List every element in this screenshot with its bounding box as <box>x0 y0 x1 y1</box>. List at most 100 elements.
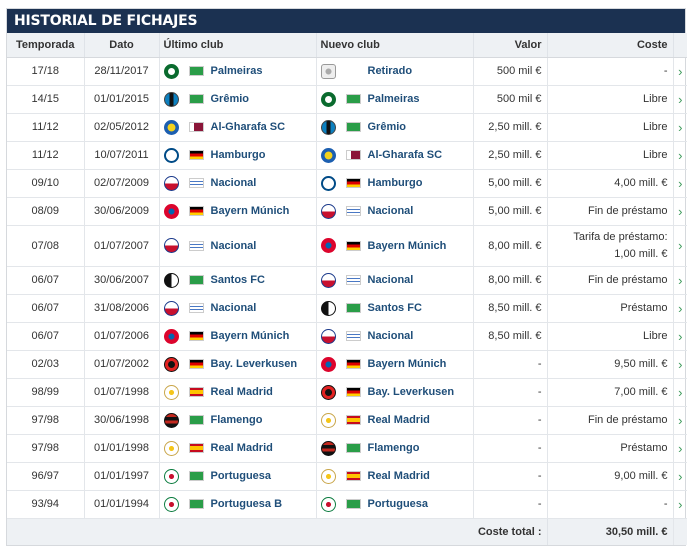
bayern-crest-icon[interactable] <box>320 238 336 253</box>
palmeiras-crest-icon[interactable] <box>320 91 336 107</box>
row-arrow-icon[interactable]: › <box>673 196 687 225</box>
to-club-link[interactable]: Grêmio <box>367 121 407 133</box>
row-arrow-icon[interactable]: › <box>673 321 687 350</box>
row-arrow-icon[interactable]: › <box>673 405 687 434</box>
from-club-link[interactable]: Real Madrid <box>210 442 273 454</box>
flamengo-crest-icon[interactable] <box>163 412 179 428</box>
from-club-link[interactable]: Nacional <box>210 302 257 314</box>
row-arrow-icon[interactable]: › <box>673 377 687 406</box>
from-club-link[interactable]: Portuguesa B <box>210 498 283 510</box>
table-row[interactable]: 14/15 01/01/2015 Grêmio Palmeiras 500 mi… <box>7 84 687 113</box>
table-row[interactable]: 07/08 01/07/2007 Nacional Bayern Múnich … <box>7 224 687 266</box>
row-arrow-icon[interactable]: › <box>673 349 687 378</box>
to-club-link[interactable]: Portuguesa <box>367 498 429 510</box>
nacional-crest-icon[interactable] <box>163 300 179 316</box>
leverkusen-crest-icon[interactable] <box>320 384 336 400</box>
table-row[interactable]: 09/10 02/07/2009 Nacional Hamburgo 5,00 … <box>7 168 687 197</box>
from-club-link[interactable]: Grêmio <box>210 93 250 105</box>
row-arrow-icon[interactable]: › <box>673 168 687 197</box>
row-arrow-icon[interactable]: › <box>673 489 687 518</box>
from-club-link[interactable]: Palmeiras <box>210 65 263 77</box>
row-arrow-icon[interactable]: › <box>673 56 687 85</box>
brazil-flag-icon <box>345 443 361 453</box>
table-row[interactable]: 17/18 28/11/2017 Palmeiras Retirado 500 … <box>7 56 687 85</box>
to-club-link[interactable]: Santos FC <box>367 302 422 314</box>
row-arrow-icon[interactable]: › <box>673 84 687 113</box>
table-row[interactable]: 98/99 01/07/1998 Real Madrid Bay. Leverk… <box>7 377 687 406</box>
santos-crest-icon[interactable] <box>163 272 179 288</box>
nacional-crest-icon[interactable] <box>163 175 179 191</box>
to-club-link[interactable]: Real Madrid <box>367 470 430 482</box>
fee-cell: Fin de préstamo <box>547 405 674 434</box>
to-club-link[interactable]: Bayern Múnich <box>367 358 447 370</box>
uruguay-flag-icon <box>345 206 361 216</box>
palmeiras-crest-icon[interactable] <box>163 63 179 79</box>
portuguesa-crest-icon[interactable] <box>163 496 179 512</box>
hamburgo-crest-icon[interactable] <box>163 147 179 163</box>
bayern-crest-icon[interactable] <box>163 328 179 344</box>
from-club-link[interactable]: Nacional <box>210 177 257 189</box>
row-arrow-icon[interactable]: › <box>673 112 687 141</box>
real-madrid-crest-icon[interactable] <box>320 412 336 428</box>
nacional-crest-icon[interactable] <box>163 238 179 253</box>
bayern-crest-icon[interactable] <box>320 356 336 372</box>
row-arrow-icon[interactable]: › <box>673 461 687 490</box>
from-club-link[interactable]: Hamburgo <box>210 149 266 161</box>
to-club-link[interactable]: Flamengo <box>367 442 420 454</box>
santos-crest-icon[interactable] <box>320 300 336 316</box>
from-club-link[interactable]: Santos FC <box>210 274 265 286</box>
gremio-crest-icon[interactable] <box>163 91 179 107</box>
table-row[interactable]: 93/94 01/01/1994 Portuguesa B Portuguesa… <box>7 489 687 518</box>
retired-icon[interactable] <box>320 63 336 79</box>
row-arrow-icon[interactable]: › <box>673 140 687 169</box>
real-madrid-crest-icon[interactable] <box>163 384 179 400</box>
to-club-link[interactable]: Palmeiras <box>367 93 420 105</box>
row-arrow-icon[interactable]: › <box>673 293 687 322</box>
bayern-crest-icon[interactable] <box>163 203 179 219</box>
nacional-crest-icon[interactable] <box>320 203 336 219</box>
al-gharafa-crest-icon[interactable] <box>320 147 336 163</box>
leverkusen-crest-icon[interactable] <box>163 356 179 372</box>
from-club-link[interactable]: Portuguesa <box>210 470 272 482</box>
flamengo-crest-icon[interactable] <box>320 440 336 456</box>
portuguesa-crest-icon[interactable] <box>320 496 336 512</box>
table-row[interactable]: 06/07 31/08/2006 Nacional Santos FC 8,50… <box>7 293 687 322</box>
table-row[interactable]: 08/09 30/06/2009 Bayern Múnich Nacional … <box>7 196 687 225</box>
table-row[interactable]: 97/98 30/06/1998 Flamengo Real Madrid - … <box>7 405 687 434</box>
table-row[interactable]: 96/97 01/01/1997 Portuguesa Real Madrid … <box>7 461 687 490</box>
al-gharafa-crest-icon[interactable] <box>163 119 179 135</box>
real-madrid-crest-icon[interactable] <box>320 468 336 484</box>
from-club-link[interactable]: Bay. Leverkusen <box>210 358 298 370</box>
to-club-link[interactable]: Bay. Leverkusen <box>367 386 455 398</box>
portuguesa-crest-icon[interactable] <box>163 468 179 484</box>
from-club-link[interactable]: Bayern Múnich <box>210 205 290 217</box>
table-row[interactable]: 06/07 30/06/2007 Santos FC Nacional 8,00… <box>7 265 687 294</box>
table-row[interactable]: 97/98 01/01/1998 Real Madrid Flamengo - … <box>7 433 687 462</box>
table-row[interactable]: 02/03 01/07/2002 Bay. Leverkusen Bayern … <box>7 349 687 378</box>
from-club-link[interactable]: Flamengo <box>210 414 263 426</box>
table-row[interactable]: 11/12 02/05/2012 Al-Gharafa SC Grêmio 2,… <box>7 112 687 141</box>
from-club-link[interactable]: Nacional <box>210 239 257 252</box>
to-club-link[interactable]: Bayern Múnich <box>367 239 447 252</box>
from-club-link[interactable]: Al-Gharafa SC <box>210 121 286 133</box>
to-club-link[interactable]: Nacional <box>367 274 414 286</box>
hamburgo-crest-icon[interactable] <box>320 175 336 191</box>
to-club-link[interactable]: Hamburgo <box>367 177 423 189</box>
nacional-crest-icon[interactable] <box>320 272 336 288</box>
row-arrow-icon[interactable]: › <box>673 433 687 462</box>
qatar-flag-icon <box>188 122 204 132</box>
row-arrow-icon[interactable]: › <box>673 224 687 266</box>
from-club-link[interactable]: Bayern Múnich <box>210 330 290 342</box>
to-club-link[interactable]: Nacional <box>367 205 414 217</box>
from-club-link[interactable]: Real Madrid <box>210 386 273 398</box>
table-row[interactable]: 06/07 01/07/2006 Bayern Múnich Nacional … <box>7 321 687 350</box>
to-club-link[interactable]: Retirado <box>367 65 413 77</box>
table-row[interactable]: 11/12 10/07/2011 Hamburgo Al-Gharafa SC … <box>7 140 687 169</box>
to-club-link[interactable]: Al-Gharafa SC <box>367 149 443 161</box>
row-arrow-icon[interactable]: › <box>673 265 687 294</box>
to-club-link[interactable]: Real Madrid <box>367 414 430 426</box>
to-club-link[interactable]: Nacional <box>367 330 414 342</box>
gremio-crest-icon[interactable] <box>320 119 336 135</box>
real-madrid-crest-icon[interactable] <box>163 440 179 456</box>
nacional-crest-icon[interactable] <box>320 328 336 344</box>
